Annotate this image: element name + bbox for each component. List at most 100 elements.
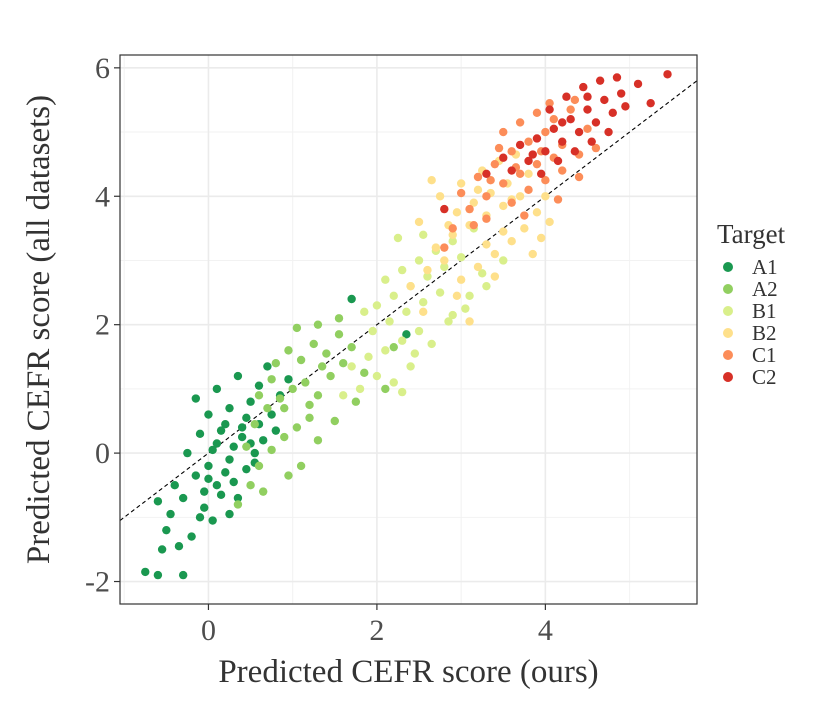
data-point-a1 — [212, 439, 222, 448]
data-point-b1 — [381, 346, 390, 355]
data-point-c1 — [541, 127, 550, 137]
data-point-b1 — [397, 265, 407, 275]
data-point-c1 — [515, 169, 525, 178]
data-point-a2 — [339, 359, 348, 368]
data-point-a1 — [263, 362, 272, 371]
data-point-a2 — [389, 342, 398, 352]
data-point-c1 — [532, 159, 542, 169]
legend-swatch-b1 — [723, 306, 733, 316]
data-point-b1 — [499, 256, 508, 265]
legend-title: Target — [717, 219, 786, 249]
data-point-c2 — [528, 150, 537, 159]
data-point-a1 — [246, 397, 255, 406]
legend-label-c1: C1 — [752, 343, 777, 367]
data-point-c1 — [469, 220, 478, 230]
data-point-c1 — [591, 143, 601, 153]
data-point-a1 — [225, 455, 234, 464]
data-point-c2 — [532, 134, 542, 143]
data-point-c2 — [621, 102, 630, 111]
data-point-c2 — [591, 118, 601, 127]
data-point-b2 — [524, 169, 533, 178]
data-point-b2 — [452, 208, 462, 217]
legend-label-a1: A1 — [752, 255, 778, 279]
data-point-b2 — [515, 192, 525, 201]
legend-swatch-c2 — [723, 372, 733, 382]
data-point-c1 — [532, 108, 542, 117]
data-point-c2 — [612, 73, 622, 82]
data-point-b1 — [435, 288, 445, 297]
data-point-b2 — [499, 201, 508, 211]
data-point-b1 — [419, 230, 428, 239]
data-point-a1 — [250, 448, 259, 458]
data-point-b1 — [427, 339, 436, 349]
data-point-a1 — [237, 423, 247, 432]
data-point-a1 — [166, 509, 175, 519]
data-point-b2 — [414, 217, 424, 227]
data-point-b1 — [389, 291, 398, 300]
data-point-c1 — [574, 172, 584, 182]
data-point-a1 — [191, 471, 201, 480]
data-point-a2 — [309, 339, 318, 349]
data-point-a2 — [258, 487, 268, 496]
data-point-c1 — [465, 204, 474, 214]
legend-swatch-a1 — [723, 262, 733, 272]
data-point-a2 — [246, 481, 255, 490]
legend-label-a2: A2 — [752, 277, 778, 301]
data-point-b1 — [339, 391, 348, 400]
data-point-a2 — [275, 394, 285, 403]
data-point-b1 — [406, 362, 415, 371]
data-point-c1 — [482, 192, 491, 201]
data-point-c1 — [486, 176, 495, 185]
data-point-a1 — [233, 371, 243, 381]
data-point-a1 — [170, 481, 179, 490]
legend-swatch-c1 — [723, 350, 733, 360]
data-point-b2 — [520, 224, 529, 233]
data-point-c1 — [494, 143, 504, 153]
data-point-a1 — [229, 442, 238, 451]
data-point-a2 — [233, 500, 243, 509]
data-point-a1 — [347, 294, 356, 304]
data-point-a1 — [212, 384, 222, 394]
data-point-c2 — [604, 127, 613, 137]
data-point-a1 — [254, 381, 264, 390]
data-point-b2 — [423, 265, 432, 275]
data-point-a2 — [280, 403, 289, 413]
data-point-b2 — [456, 275, 466, 284]
data-point-c1 — [448, 224, 457, 233]
data-point-a2 — [305, 413, 314, 422]
data-point-c1 — [490, 159, 500, 169]
data-point-b1 — [372, 301, 382, 310]
data-point-a1 — [187, 532, 196, 541]
legend-swatch-a2 — [723, 284, 733, 294]
data-point-c2 — [566, 115, 575, 124]
data-point-c2 — [482, 169, 491, 178]
data-point-b2 — [507, 237, 516, 246]
data-point-c1 — [507, 147, 516, 156]
data-point-c2 — [583, 105, 592, 114]
data-point-a2 — [284, 346, 293, 355]
data-point-c1 — [473, 172, 483, 182]
data-point-a1 — [162, 525, 171, 535]
data-point-a2 — [313, 391, 323, 400]
data-point-a2 — [334, 330, 344, 339]
data-point-b2 — [545, 217, 554, 227]
data-point-c2 — [558, 118, 567, 127]
data-point-b2 — [473, 262, 483, 272]
data-point-a1 — [233, 493, 243, 503]
data-point-a2 — [292, 423, 302, 432]
data-point-b2 — [435, 192, 445, 201]
data-point-b1 — [360, 307, 369, 317]
data-point-a1 — [183, 448, 192, 458]
data-point-a2 — [347, 342, 356, 352]
data-point-a1 — [216, 426, 226, 435]
data-point-b2 — [541, 192, 550, 201]
data-point-a1 — [225, 403, 234, 413]
data-point-c2 — [600, 95, 609, 105]
data-point-a2 — [360, 368, 369, 378]
data-point-c1 — [515, 118, 525, 127]
data-point-a2 — [296, 355, 306, 365]
data-point-c1 — [583, 124, 592, 134]
data-point-b1 — [381, 275, 390, 284]
